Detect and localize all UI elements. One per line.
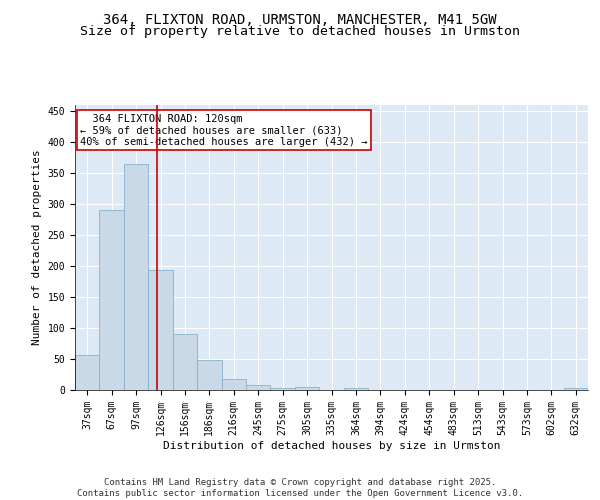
Bar <box>246 385 271 390</box>
Bar <box>197 360 221 390</box>
Bar <box>100 210 124 390</box>
Bar <box>563 388 588 390</box>
Text: 364 FLIXTON ROAD: 120sqm
← 59% of detached houses are smaller (633)
40% of semi-: 364 FLIXTON ROAD: 120sqm ← 59% of detach… <box>80 114 368 147</box>
Text: 364, FLIXTON ROAD, URMSTON, MANCHESTER, M41 5GW: 364, FLIXTON ROAD, URMSTON, MANCHESTER, … <box>103 12 497 26</box>
Bar <box>344 388 368 390</box>
Y-axis label: Number of detached properties: Number of detached properties <box>32 150 42 346</box>
Bar <box>124 164 148 390</box>
Bar <box>75 354 100 390</box>
Bar <box>221 379 246 390</box>
Text: Size of property relative to detached houses in Urmston: Size of property relative to detached ho… <box>80 25 520 38</box>
Text: Contains HM Land Registry data © Crown copyright and database right 2025.
Contai: Contains HM Land Registry data © Crown c… <box>77 478 523 498</box>
Bar <box>148 270 173 390</box>
Bar <box>295 387 319 390</box>
X-axis label: Distribution of detached houses by size in Urmston: Distribution of detached houses by size … <box>163 440 500 450</box>
Bar <box>173 334 197 390</box>
Bar <box>271 388 295 390</box>
